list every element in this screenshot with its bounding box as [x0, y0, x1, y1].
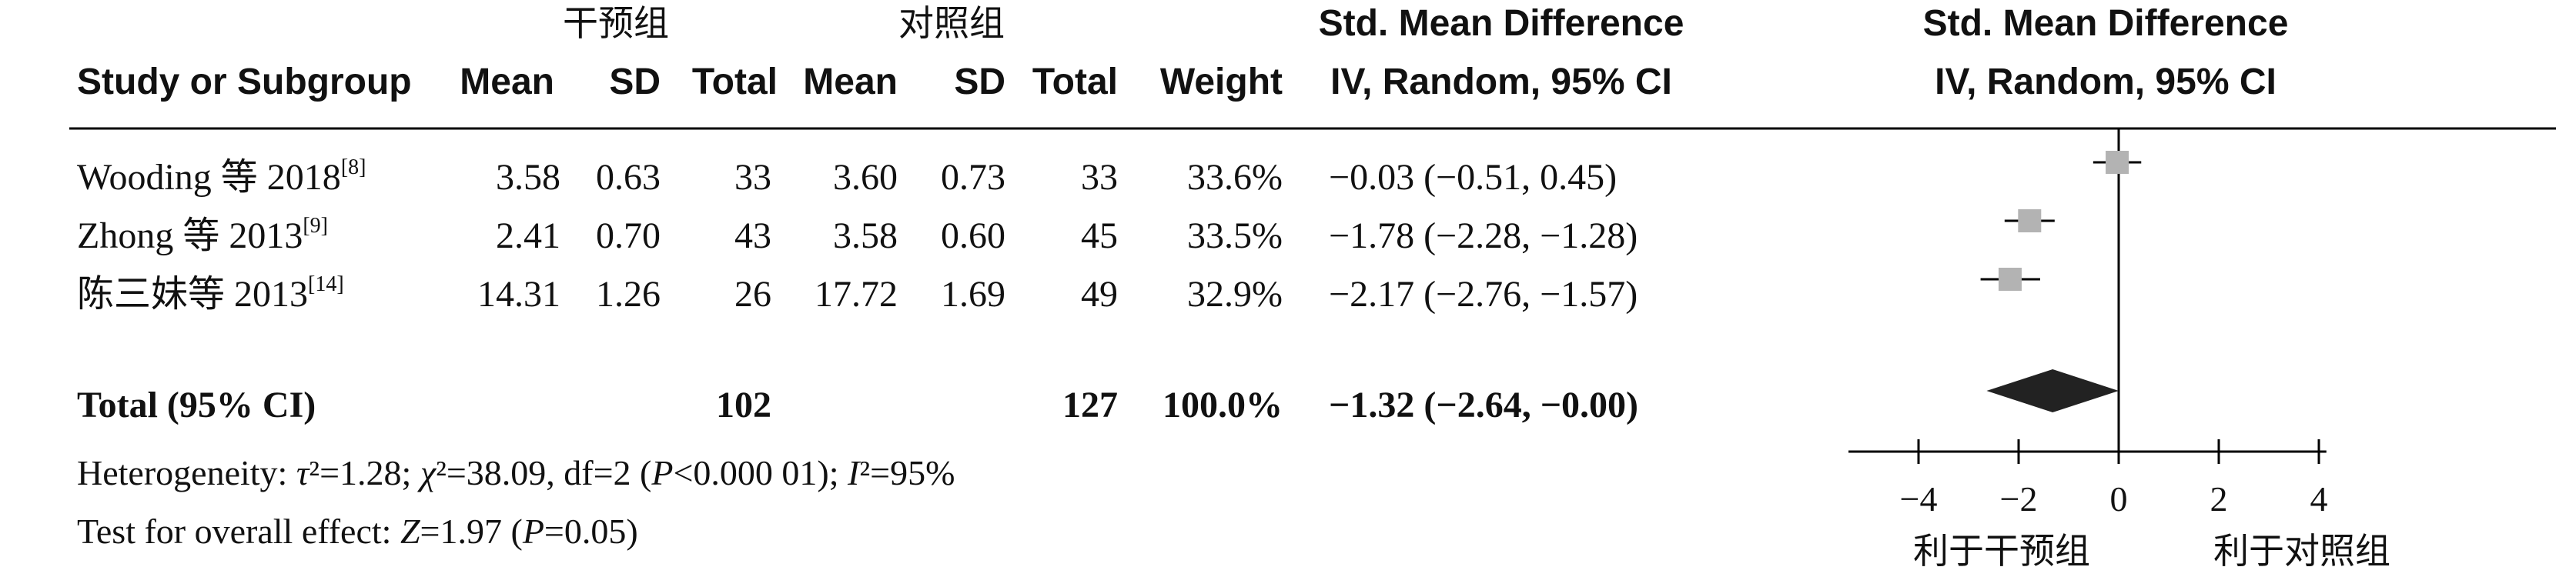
- total-row: Total (95% CI) 102 127 100.0% −1.32 (−2.…: [77, 385, 1638, 425]
- total-n2: 127: [1062, 385, 1118, 425]
- study-mean1: 3.58: [496, 157, 560, 198]
- study-sd1: 1.26: [596, 274, 661, 315]
- study-sd2: 0.60: [941, 215, 1005, 256]
- study-weight: 33.6%: [1187, 157, 1283, 198]
- study-sd1: 0.63: [596, 157, 661, 198]
- smd-header-line2: IV, Random, 95% CI: [1330, 62, 1672, 102]
- study-total1: 43: [734, 215, 771, 256]
- study-mean1: 14.31: [477, 274, 560, 315]
- study-sd2: 1.69: [941, 274, 1005, 315]
- study-row: 陈三妹等 2013[14] 14.31 1.26 26 17.72 1.69 4…: [77, 272, 1638, 315]
- plot-header-line2: IV, Random, 95% CI: [1935, 62, 2277, 102]
- col-mean2-header: Mean: [803, 62, 898, 102]
- col-sd2-header: SD: [954, 62, 1005, 102]
- total-label: Total (95% CI): [77, 385, 316, 425]
- study-mean2: 3.60: [833, 157, 898, 198]
- study-sd2: 0.73: [941, 157, 1005, 198]
- x-tick-label: −4: [1900, 479, 1938, 519]
- study-total1: 33: [734, 157, 771, 198]
- col-study-header: Study or Subgroup: [77, 62, 412, 102]
- col-total2-header: Total: [1032, 62, 1118, 102]
- overall-effect-text: Test for overall effect: Z=1.97 (P=0.05): [77, 512, 638, 551]
- x-tick-label: 4: [2310, 479, 2328, 519]
- col-mean1-header: Mean: [460, 62, 554, 102]
- study-name: Wooding 等 2018[8]: [77, 155, 366, 198]
- plot-marks: [1980, 151, 2142, 412]
- favours-right-label: 利于对照组: [2213, 530, 2390, 572]
- col-sd1-header: SD: [609, 62, 661, 102]
- study-mean2: 17.72: [815, 274, 898, 315]
- col-weight-header: Weight: [1160, 62, 1283, 102]
- group2-header: 对照组: [898, 2, 1005, 44]
- study-total2: 49: [1081, 274, 1118, 315]
- study-weight: 32.9%: [1187, 274, 1283, 315]
- study-name: Zhong 等 2013[9]: [77, 214, 328, 256]
- plot-axis: −4 −2 0 2 4: [1848, 128, 2328, 519]
- col-total1-header: Total: [692, 62, 778, 102]
- plot-header-line1: Std. Mean Difference: [1923, 3, 2289, 44]
- study-total2: 45: [1081, 215, 1118, 256]
- total-n1: 102: [716, 385, 771, 425]
- total-ci-text: −1.32 (−2.64, −0.00): [1329, 385, 1638, 425]
- study-row: Zhong 等 2013[9] 2.41 0.70 43 3.58 0.60 4…: [77, 214, 1638, 256]
- study-point-estimate: [1998, 268, 2022, 291]
- study-point-estimate: [2018, 209, 2042, 232]
- study-total1: 26: [734, 274, 771, 315]
- group1-header: 干预组: [563, 2, 669, 44]
- x-tick-label: 2: [2210, 479, 2228, 519]
- study-point-estimate: [2106, 151, 2129, 174]
- study-ci-text: −2.17 (−2.76, −1.57): [1329, 274, 1638, 315]
- study-row: Wooding 等 2018[8] 3.58 0.63 33 3.60 0.73…: [77, 155, 1617, 198]
- study-weight: 33.5%: [1187, 215, 1283, 256]
- study-mean2: 3.58: [833, 215, 898, 256]
- heterogeneity-text: Heterogeneity: τ²=1.28; χ²=38.09, df=2 (…: [77, 453, 955, 492]
- study-ci-text: −1.78 (−2.28, −1.28): [1329, 215, 1638, 256]
- total-weight: 100.0%: [1163, 385, 1283, 425]
- study-ci-text: −0.03 (−0.51, 0.45): [1329, 157, 1617, 198]
- study-total2: 33: [1081, 157, 1118, 198]
- study-sd1: 0.70: [596, 215, 661, 256]
- x-tick-label: 0: [2110, 479, 2128, 519]
- pooled-diamond: [1986, 369, 2119, 412]
- study-name: 陈三妹等 2013[14]: [77, 272, 344, 315]
- x-tick-label: −2: [2000, 479, 2038, 519]
- smd-header-line1: Std. Mean Difference: [1319, 3, 1684, 44]
- favours-left-label: 利于干预组: [1913, 530, 2090, 572]
- study-mean1: 2.41: [496, 215, 560, 256]
